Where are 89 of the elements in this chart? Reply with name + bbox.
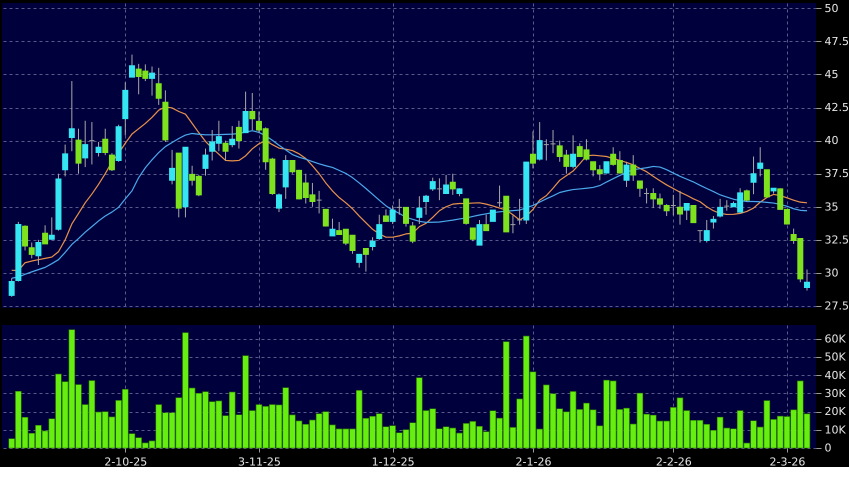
candlestick <box>470 227 476 242</box>
candlestick <box>108 152 115 172</box>
candlestick <box>222 140 229 161</box>
candlestick <box>757 146 764 177</box>
candlestick <box>370 236 376 251</box>
candlestick <box>62 144 68 177</box>
candlestick <box>516 198 523 226</box>
candlestick <box>450 173 456 196</box>
y-tick-label: 45 <box>824 68 838 81</box>
candlestick <box>249 92 256 131</box>
candlestick <box>376 214 382 240</box>
x-tick-label: 3-11-25 <box>238 456 281 468</box>
candlestick <box>690 204 696 224</box>
candlestick <box>423 194 430 216</box>
candlestick <box>644 188 650 204</box>
y-tick-label: 30 <box>824 266 838 280</box>
candlestick <box>630 154 636 182</box>
candlestick <box>697 230 704 243</box>
candlestick <box>156 67 162 106</box>
candlestick <box>48 216 55 240</box>
candlestick <box>102 128 108 156</box>
candlestick <box>744 189 750 202</box>
candlestick <box>322 208 329 228</box>
candlestick <box>624 161 630 188</box>
x-tick-label: 2-10-25 <box>104 456 148 468</box>
y-tick-label: 60K <box>824 332 846 346</box>
candlestick <box>724 200 730 212</box>
candlestick <box>149 66 156 96</box>
candlestick <box>96 141 102 157</box>
x-tick-label: 2-1-26 <box>516 456 552 468</box>
candlestick <box>35 239 42 266</box>
y-tick-label: 47.5 <box>824 34 849 48</box>
candlestick <box>490 210 496 222</box>
candlestick <box>202 148 208 176</box>
y-tick-label: 10K <box>824 423 846 436</box>
candlestick <box>476 220 483 246</box>
line-series <box>11 106 808 272</box>
candlestick <box>410 221 416 244</box>
candlestick <box>510 214 516 234</box>
y-tick-label: 20K <box>824 405 846 418</box>
candlestick <box>530 130 536 169</box>
y-tick-label: 35 <box>824 200 838 214</box>
y-tick-label: 0 <box>824 442 832 454</box>
candlestick <box>276 193 282 213</box>
y-tick-label: 40K <box>824 368 846 382</box>
candlestick <box>684 202 690 221</box>
candlestick <box>28 242 35 259</box>
x-tick-label: 1-12-25 <box>372 456 415 468</box>
candlestick <box>169 149 176 185</box>
candlestick <box>242 91 249 134</box>
candlestick <box>390 204 396 224</box>
y-tick-label: 37.5 <box>824 167 849 180</box>
candlestick <box>396 198 402 216</box>
candlestick <box>316 190 322 214</box>
candlestick <box>236 120 242 150</box>
candlestick <box>804 268 810 292</box>
candlestick <box>717 198 724 218</box>
candlestick <box>76 128 82 174</box>
candlestick <box>677 190 684 226</box>
y-tick-label: 30K <box>824 386 846 400</box>
candlestick <box>329 218 336 236</box>
candlestick <box>416 196 422 224</box>
y-tick-label: 32.5 <box>824 233 849 246</box>
y-tick-label: 27.5 <box>824 300 849 313</box>
candlestick <box>570 134 576 169</box>
candlestick <box>750 156 757 195</box>
candlestick <box>670 194 676 216</box>
candlestick <box>356 254 362 268</box>
candlestick <box>68 80 75 152</box>
candlestick <box>710 216 716 230</box>
candlestick <box>128 54 135 78</box>
x-tick-label: 2-2-26 <box>656 456 692 468</box>
y-tick-label: 40 <box>824 134 838 148</box>
x-tick-label: 2-3-26 <box>769 456 806 468</box>
y-tick-label: 42.5 <box>824 101 849 114</box>
candlestick <box>382 208 389 222</box>
candlestick <box>42 224 48 244</box>
candlestick <box>88 122 95 165</box>
candlestick <box>82 120 88 168</box>
candlestick <box>362 248 369 272</box>
candlestick <box>636 180 643 198</box>
candlestick <box>483 214 490 232</box>
candlestick <box>22 224 28 251</box>
candlestick <box>8 278 15 298</box>
candlestick <box>496 185 503 208</box>
y-tick-label: 50 <box>824 2 838 15</box>
candlestick <box>229 126 236 148</box>
candlestick <box>436 178 442 201</box>
y-tick-label: 50K <box>824 350 846 364</box>
